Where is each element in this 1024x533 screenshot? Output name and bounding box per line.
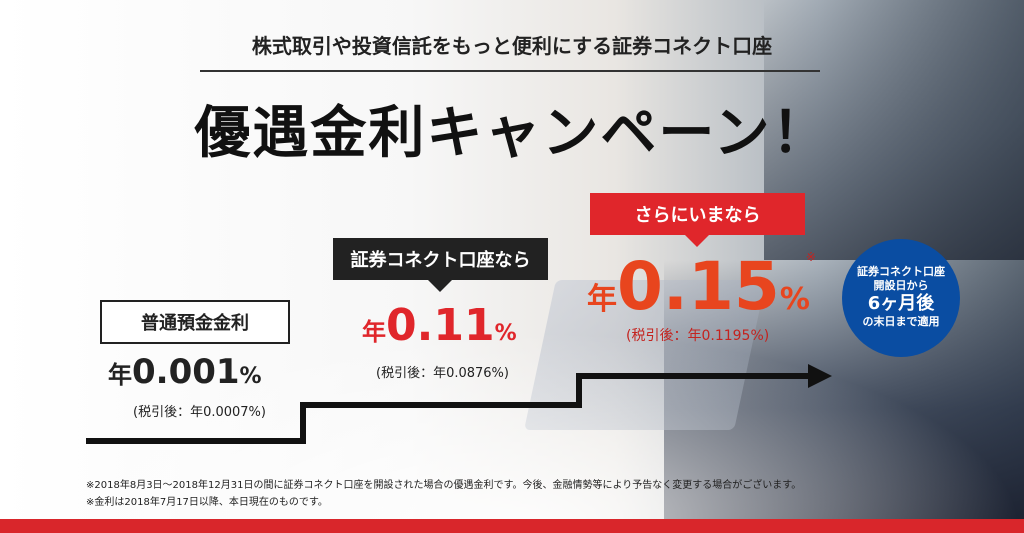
stairs-line <box>86 373 810 444</box>
background-glow <box>0 330 1024 530</box>
rate-unit: % <box>239 364 262 389</box>
rate-value: 0.001 <box>132 352 240 392</box>
rate-normal: 年0.001% <box>108 352 262 392</box>
badge-line3: 6ヶ月後 <box>867 293 935 314</box>
after-tax-now: (税引後：年0.1195%) <box>626 328 770 344</box>
after-tax-normal: (税引後：年0.0007%) <box>133 405 266 420</box>
footnote-2: ※金利は2018年7月17日以降、本日現在のものです。 <box>86 497 328 508</box>
footnote-1: ※2018年8月3日～2018年12月31日の間に証券コネクト口座を開設された場… <box>86 480 802 491</box>
arrow-head-icon <box>808 364 832 388</box>
campaign-title: 優遇金利キャンペーン！ <box>194 101 830 166</box>
rate-unit: % <box>494 321 517 346</box>
badge-line4: の末日まで適用 <box>862 315 940 328</box>
rate-unit: % <box>779 282 810 317</box>
badge-line2: 開設日から <box>873 279 929 292</box>
tier-label-normal: 普通預金金利 <box>100 300 290 344</box>
tier-label-now: さらにいまなら <box>590 193 805 247</box>
bottom-accent-bar <box>0 519 1024 533</box>
after-tax-connect: (税引後：年0.0876%) <box>376 366 509 381</box>
rate-value: 0.15 <box>617 248 780 325</box>
tier-label-connect: 証券コネクト口座なら <box>333 238 548 292</box>
rate-value: 0.11 <box>386 300 495 351</box>
businessman-photo <box>764 0 1024 260</box>
campaign-subtitle: 株式取引や投資信託をもっと便利にする証券コネクト口座 <box>251 34 773 58</box>
rate-prefix: 年 <box>587 282 617 317</box>
rate-prefix: 年 <box>108 361 132 389</box>
rate-prefix: 年 <box>362 318 386 346</box>
rate-connect: 年0.11% <box>362 300 517 351</box>
badge-line1: 証券コネクト口座 <box>857 265 945 278</box>
apply-period-badge: 証券コネクト口座 開設日から 6ヶ月後 の末日まで適用 <box>842 239 960 357</box>
subtitle-underline <box>200 70 820 72</box>
rate-now: 年0.15% <box>587 248 810 325</box>
note-mark: ※ <box>806 250 817 264</box>
